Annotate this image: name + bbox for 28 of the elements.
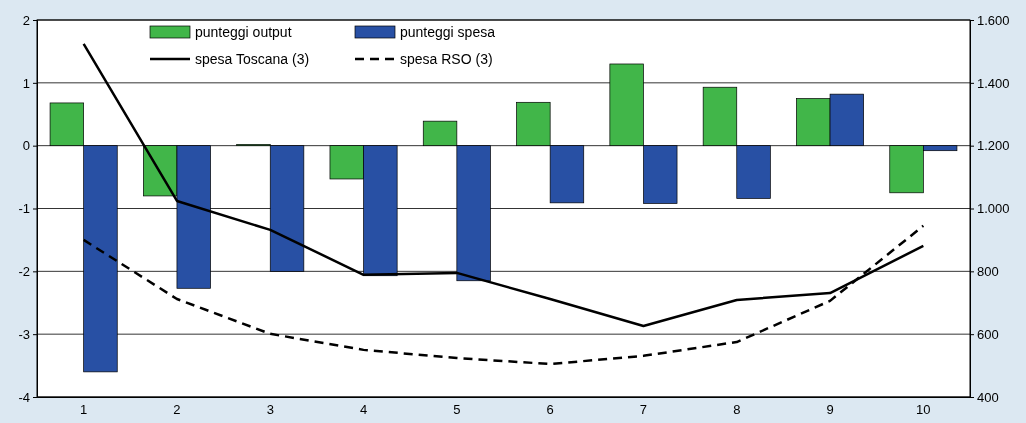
x-tick-label: 10 (916, 402, 931, 418)
y-tick-label: 0 (22, 138, 30, 154)
legend-label: punteggi output (195, 24, 292, 40)
x-tick-label: 2 (173, 402, 181, 418)
x-tick-label: 4 (359, 402, 368, 418)
x-tick-label: 9 (826, 402, 834, 418)
y-tick-label: -1 (18, 201, 30, 217)
x-tick-label: 7 (639, 402, 648, 418)
x-tick-label: 1 (80, 402, 88, 418)
y2-tick-label: 1.000 (977, 201, 1010, 217)
y2-tick-label: 400 (977, 389, 999, 405)
y-tick-label: -4 (18, 389, 30, 405)
x-tick-label: 3 (266, 402, 274, 418)
legend-label: punteggi spesa (400, 24, 496, 40)
y2-tick-label: 800 (977, 263, 999, 279)
y-tick-label: 1 (22, 75, 30, 91)
x-tick-label: 8 (733, 402, 741, 418)
y-tick-label: 2 (22, 12, 30, 28)
y2-tick-label: 1.200 (977, 138, 1010, 154)
x-tick-label: 6 (546, 402, 554, 418)
x-tick-label: 5 (453, 402, 461, 418)
y-tick-label: -2 (18, 263, 30, 279)
legend-label: spesa Toscana (3) (195, 51, 310, 67)
legend-label: spesa RSO (3) (400, 51, 493, 67)
y-tick-label: -3 (18, 326, 30, 342)
y2-tick-label: 600 (977, 326, 999, 342)
y2-tick-label: 1.600 (977, 12, 1010, 28)
y2-tick-label: 1.400 (977, 75, 1010, 91)
